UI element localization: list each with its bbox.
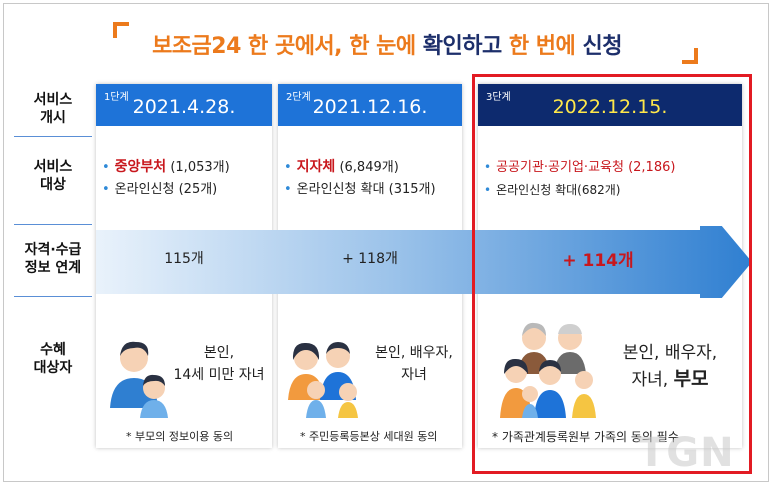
beneficiary-line: 자녀, 부모 [631,368,709,390]
consent-note-2: * 주민등록등본상 세대원 동의 [300,430,438,443]
title-part2: 확인하고 [422,34,502,59]
stage-label: 2단계 [286,92,311,103]
stage-label: 1단계 [104,92,129,103]
title-bracket-close [682,48,698,64]
extended-family-icon [500,322,596,418]
row-divider [14,296,92,297]
beneficiary-text-3: 본인, 배우자, 자녀, 부모 [604,340,736,393]
title-part1: 보조금24 한 곳에서, 한 눈에 [152,34,416,59]
beneficiary-text-1: 본인, 14세 미만 자녀 [173,345,265,383]
list-item: • 지자체 (6,849개) [284,159,399,175]
stage-header-2: 2단계 2021.12.16. [278,84,462,126]
link-count-3: + 114개 [562,251,634,271]
family-icon [288,342,358,418]
stage-date: 2022.12.15. [552,96,668,118]
consent-note-3: * 가족관계등록원부 가족의 동의 필수 [492,430,679,444]
service-target-list: • 중앙부처 (1,053개) • 온라인신청 (25개) [102,156,230,201]
beneficiary-text-2: 본인, 배우자, 자녀 [375,345,453,383]
stage-date: 2021.12.16. [312,96,428,118]
list-item: • 온라인신청 확대 (315개) [284,182,436,197]
stage-date: 2021.4.28. [132,96,236,118]
consent-note-1: * 부모의 정보이용 동의 [126,430,234,443]
page-title: 보조금24 한 곳에서, 한 눈에 확인하고 한 번에 신청 [0,28,774,60]
row-label-info-link: 자격·수급 정보 연계 [24,242,82,276]
list-item: • 중앙부처 (1,053개) [102,159,230,175]
main-frame [3,3,769,482]
list-item: • 온라인신청 (25개) [102,182,218,197]
link-count-1: 115개 [164,251,204,267]
parent-child-icon [110,341,168,418]
row-label-service-start: 서비스 개시 [33,92,73,126]
list-item: • 공공기관·공기업·교육청 (2,186) [484,160,676,175]
watermark-logo: TGN [638,430,735,476]
service-target-list: • 공공기관·공기업·교육청 (2,186) • 온라인신청 확대(682개) [484,156,675,201]
title-part4: 신청 [582,34,622,59]
stage-header-3: 3단계 2022.12.15. [478,84,742,126]
link-count-2: + 118개 [342,251,398,267]
title-bracket-open [113,22,129,38]
stage-header-1: 1단계 2021.4.28. [96,84,272,126]
row-label-beneficiary: 수혜 대상자 [33,342,73,376]
title-part3: 한 번에 [508,34,576,59]
stage-label: 3단계 [486,92,511,103]
stage3-highlight-box [472,74,752,474]
service-target-list: • 지자체 (6,849개) • 온라인신청 확대 (315개) [284,156,436,201]
row-divider [14,224,92,225]
row-divider [14,136,92,137]
info-link-arrow [96,226,752,298]
list-item: • 온라인신청 확대(682개) [484,183,621,197]
beneficiary-line: 본인, 배우자, [622,343,718,363]
row-label-service-target: 서비스 대상 [33,159,73,193]
